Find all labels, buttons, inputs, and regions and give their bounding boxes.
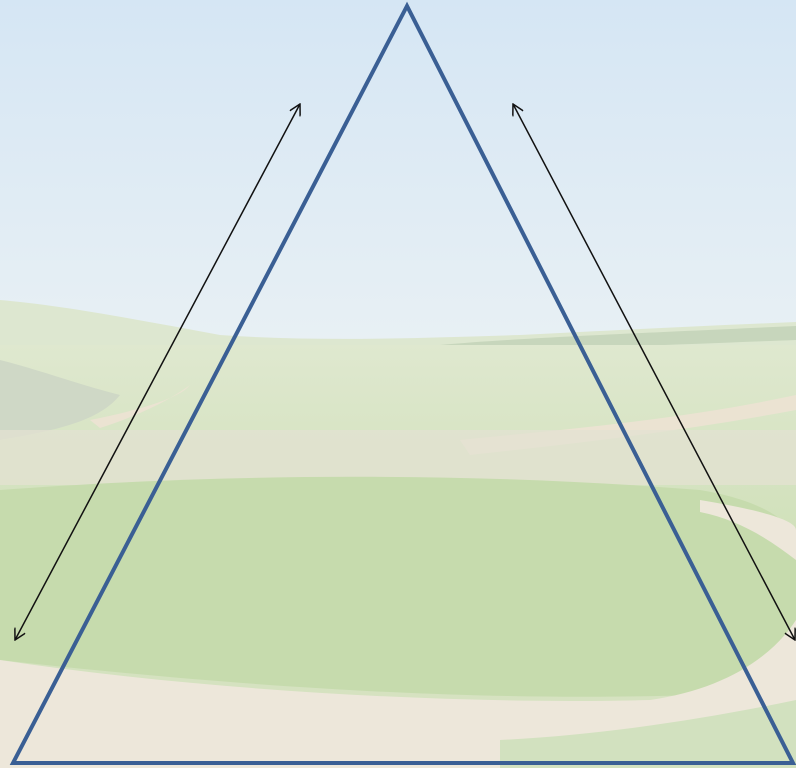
foreground-path <box>0 620 796 768</box>
triangle-shape <box>9 1 796 765</box>
right-double-arrow <box>513 104 795 640</box>
left-double-arrow <box>15 104 300 640</box>
foreground-grass <box>500 700 796 768</box>
